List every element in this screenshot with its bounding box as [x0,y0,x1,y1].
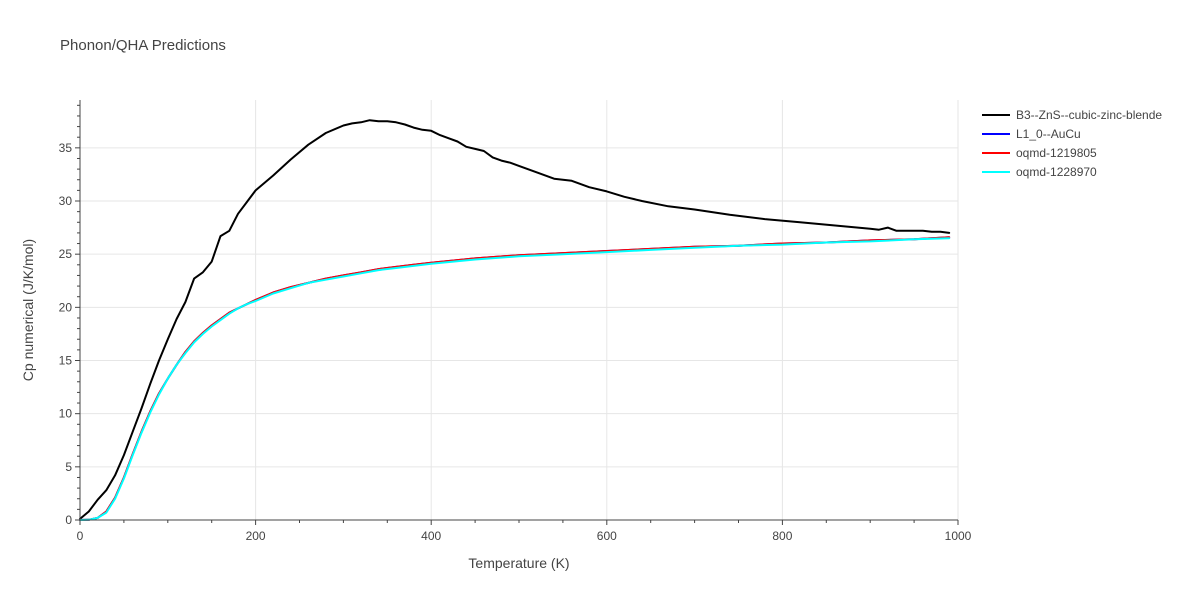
y-tick-label: 35 [59,141,73,155]
y-tick-label: 5 [65,460,72,474]
legend-label: L1_0--AuCu [1016,127,1081,141]
y-tick-label: 15 [59,354,73,368]
x-ticks: 0 200 400 600 800 1000 [77,520,972,543]
series-line-3 [79,237,951,521]
legend-item[interactable]: L1_0--AuCu [982,127,1081,141]
legend-label: B3--ZnS--cubic-zinc-blende [1016,108,1162,122]
grid [80,100,959,520]
x-tick-label: 400 [421,529,441,543]
plot-area [79,119,951,521]
legend-item[interactable]: B3--ZnS--cubic-zinc-blende [982,108,1162,122]
y-tick-label: 0 [65,513,72,527]
chart-title: Phonon/QHA Predictions [60,37,226,54]
y-tick-label: 30 [59,194,73,208]
series-line-1 [79,236,951,521]
y-tick-label: 25 [59,247,73,261]
y-ticks: 0 5 10 15 20 25 30 35 [59,104,80,527]
series-line-0 [79,119,951,520]
y-tick-label: 10 [59,407,73,421]
x-tick-label: 1000 [945,529,972,543]
legend-label: oqmd-1219805 [1016,146,1097,160]
legend[interactable]: B3--ZnS--cubic-zinc-blende L1_0--AuCuoqmd… [982,108,1162,179]
x-tick-label: 200 [246,529,266,543]
y-axis-label: Cp numerical (J/K/mol) [20,239,36,381]
x-axis-label: Temperature (K) [468,555,569,571]
legend-item[interactable]: oqmd-1219805 [982,146,1097,160]
x-tick-label: 800 [772,529,792,543]
legend-label: oqmd-1228970 [1016,165,1097,179]
x-tick-label: 0 [77,529,84,543]
x-tick-label: 600 [597,529,617,543]
axes [79,100,958,521]
series-line-2 [79,236,951,521]
legend-item[interactable]: oqmd-1228970 [982,165,1097,179]
y-tick-label: 20 [59,300,73,314]
